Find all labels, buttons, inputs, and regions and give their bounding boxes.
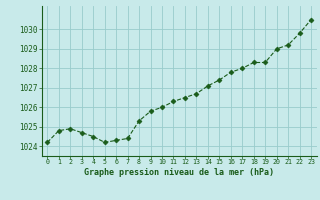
X-axis label: Graphe pression niveau de la mer (hPa): Graphe pression niveau de la mer (hPa) (84, 168, 274, 177)
